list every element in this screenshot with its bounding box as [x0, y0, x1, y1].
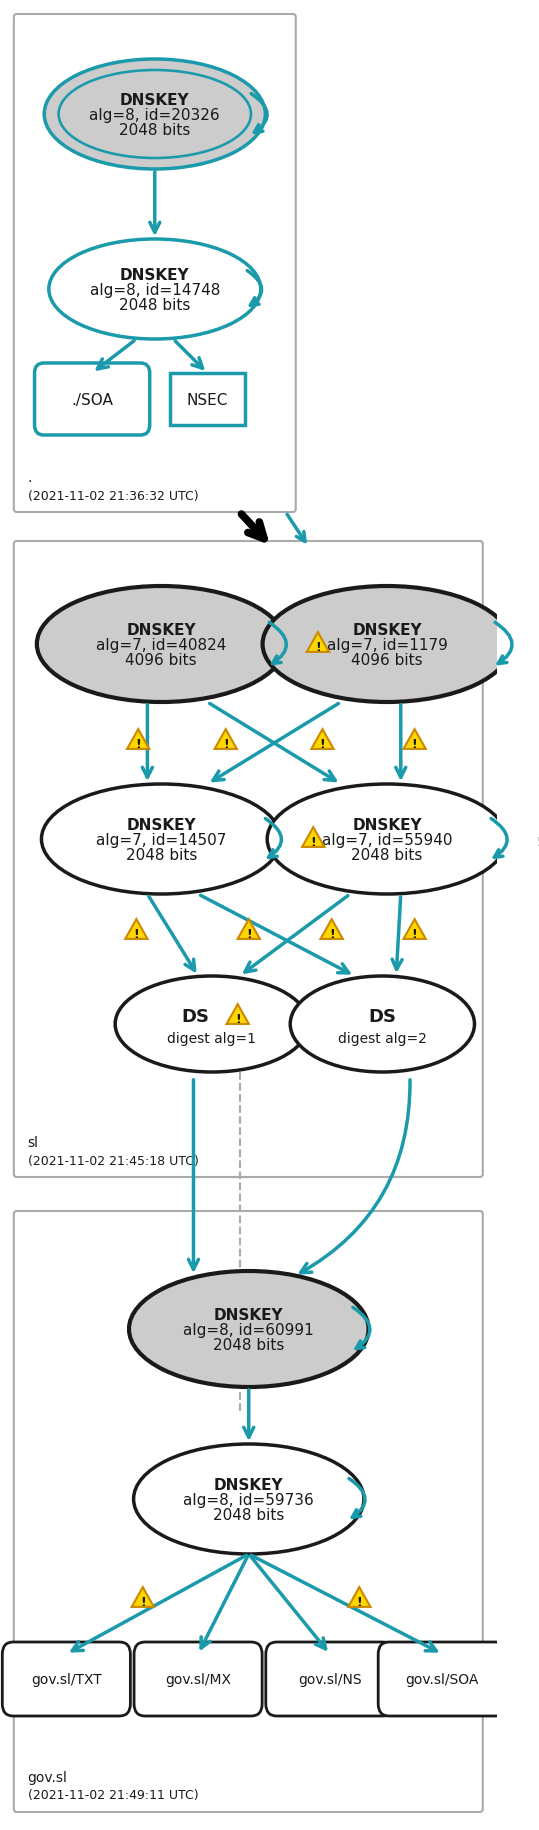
- Text: .: .: [27, 470, 32, 485]
- FancyBboxPatch shape: [134, 1642, 262, 1717]
- Text: alg=8, id=20326: alg=8, id=20326: [89, 108, 220, 123]
- Text: gov.sl/TXT: gov.sl/TXT: [31, 1673, 102, 1685]
- Polygon shape: [307, 633, 329, 653]
- FancyBboxPatch shape: [14, 542, 483, 1177]
- Text: !: !: [140, 1596, 146, 1609]
- Text: gov.sl/MX: gov.sl/MX: [165, 1673, 231, 1685]
- Polygon shape: [226, 1005, 249, 1025]
- FancyBboxPatch shape: [14, 15, 296, 512]
- Text: digest alg=1: digest alg=1: [168, 1032, 257, 1045]
- Text: ./SOA: ./SOA: [71, 392, 113, 408]
- Text: NSEC: NSEC: [186, 392, 228, 408]
- Text: DNSKEY: DNSKEY: [352, 816, 422, 833]
- Text: 2048 bits: 2048 bits: [213, 1336, 285, 1352]
- Text: DNSKEY: DNSKEY: [120, 93, 190, 108]
- Text: alg=7, id=55940: alg=7, id=55940: [322, 833, 452, 847]
- Text: (2021-11-02 21:36:32 UTC): (2021-11-02 21:36:32 UTC): [27, 489, 198, 501]
- Polygon shape: [321, 920, 343, 939]
- Text: DS: DS: [181, 1008, 209, 1025]
- Text: !: !: [320, 737, 326, 750]
- Polygon shape: [215, 730, 237, 750]
- Text: !: !: [412, 737, 418, 750]
- Text: gov.sl: gov.sl: [27, 1770, 67, 1784]
- Ellipse shape: [290, 977, 474, 1072]
- Ellipse shape: [134, 1444, 364, 1554]
- Text: 2048 bits: 2048 bits: [119, 123, 190, 137]
- Text: !: !: [134, 928, 139, 941]
- Polygon shape: [312, 730, 334, 750]
- Ellipse shape: [129, 1272, 369, 1387]
- Text: digest alg=2: digest alg=2: [338, 1032, 427, 1045]
- Text: !: !: [315, 640, 321, 653]
- Text: sl: sl: [27, 1135, 39, 1149]
- Polygon shape: [127, 730, 149, 750]
- Polygon shape: [533, 633, 539, 653]
- Text: 2048 bits: 2048 bits: [351, 847, 423, 862]
- Text: alg=7, id=40824: alg=7, id=40824: [96, 637, 226, 651]
- Text: DNSKEY: DNSKEY: [352, 622, 422, 637]
- Text: DNSKEY: DNSKEY: [120, 267, 190, 282]
- Text: alg=8, id=14748: alg=8, id=14748: [89, 282, 220, 296]
- Polygon shape: [404, 920, 426, 939]
- FancyBboxPatch shape: [14, 1211, 483, 1812]
- Ellipse shape: [37, 587, 286, 703]
- Text: (2021-11-02 21:49:11 UTC): (2021-11-02 21:49:11 UTC): [27, 1788, 198, 1801]
- Ellipse shape: [49, 240, 261, 340]
- Text: (2021-11-02 21:45:18 UTC): (2021-11-02 21:45:18 UTC): [27, 1155, 198, 1168]
- Text: !: !: [246, 928, 252, 941]
- Text: !: !: [329, 928, 335, 941]
- FancyBboxPatch shape: [34, 364, 150, 436]
- Text: !: !: [223, 737, 229, 750]
- Text: gov.sl/NS: gov.sl/NS: [298, 1673, 362, 1685]
- Text: !: !: [412, 928, 418, 941]
- Ellipse shape: [44, 60, 265, 170]
- Text: 4096 bits: 4096 bits: [126, 651, 197, 668]
- Polygon shape: [404, 730, 426, 750]
- Ellipse shape: [262, 587, 512, 703]
- Text: 4096 bits: 4096 bits: [351, 651, 423, 668]
- Text: !: !: [310, 836, 316, 849]
- Text: gov.sl/SOA: gov.sl/SOA: [405, 1673, 479, 1685]
- Text: DNSKEY: DNSKEY: [214, 1307, 284, 1321]
- FancyBboxPatch shape: [266, 1642, 394, 1717]
- FancyBboxPatch shape: [378, 1642, 506, 1717]
- Text: alg=8, id=59736: alg=8, id=59736: [183, 1491, 314, 1506]
- Text: alg=7, id=1179: alg=7, id=1179: [327, 637, 447, 651]
- Polygon shape: [528, 827, 539, 847]
- Text: 2048 bits: 2048 bits: [213, 1506, 285, 1523]
- Text: DNSKEY: DNSKEY: [127, 622, 196, 637]
- Text: !: !: [536, 836, 539, 849]
- Text: alg=7, id=14507: alg=7, id=14507: [96, 833, 226, 847]
- Text: !: !: [135, 737, 141, 750]
- Ellipse shape: [267, 785, 507, 895]
- Text: !: !: [235, 1014, 240, 1027]
- Text: DNSKEY: DNSKEY: [214, 1477, 284, 1491]
- Text: alg=8, id=60991: alg=8, id=60991: [183, 1321, 314, 1336]
- Polygon shape: [238, 920, 260, 939]
- FancyBboxPatch shape: [2, 1642, 130, 1717]
- Ellipse shape: [42, 785, 281, 895]
- Polygon shape: [125, 920, 148, 939]
- Polygon shape: [132, 1587, 154, 1607]
- Ellipse shape: [115, 977, 309, 1072]
- Polygon shape: [348, 1587, 370, 1607]
- Polygon shape: [302, 827, 324, 847]
- Text: DNSKEY: DNSKEY: [127, 816, 196, 833]
- Text: DS: DS: [368, 1008, 396, 1025]
- Text: 2048 bits: 2048 bits: [119, 296, 190, 313]
- Text: !: !: [356, 1596, 362, 1609]
- Ellipse shape: [59, 71, 251, 159]
- Bar: [170, 373, 245, 426]
- Text: 2048 bits: 2048 bits: [126, 847, 197, 862]
